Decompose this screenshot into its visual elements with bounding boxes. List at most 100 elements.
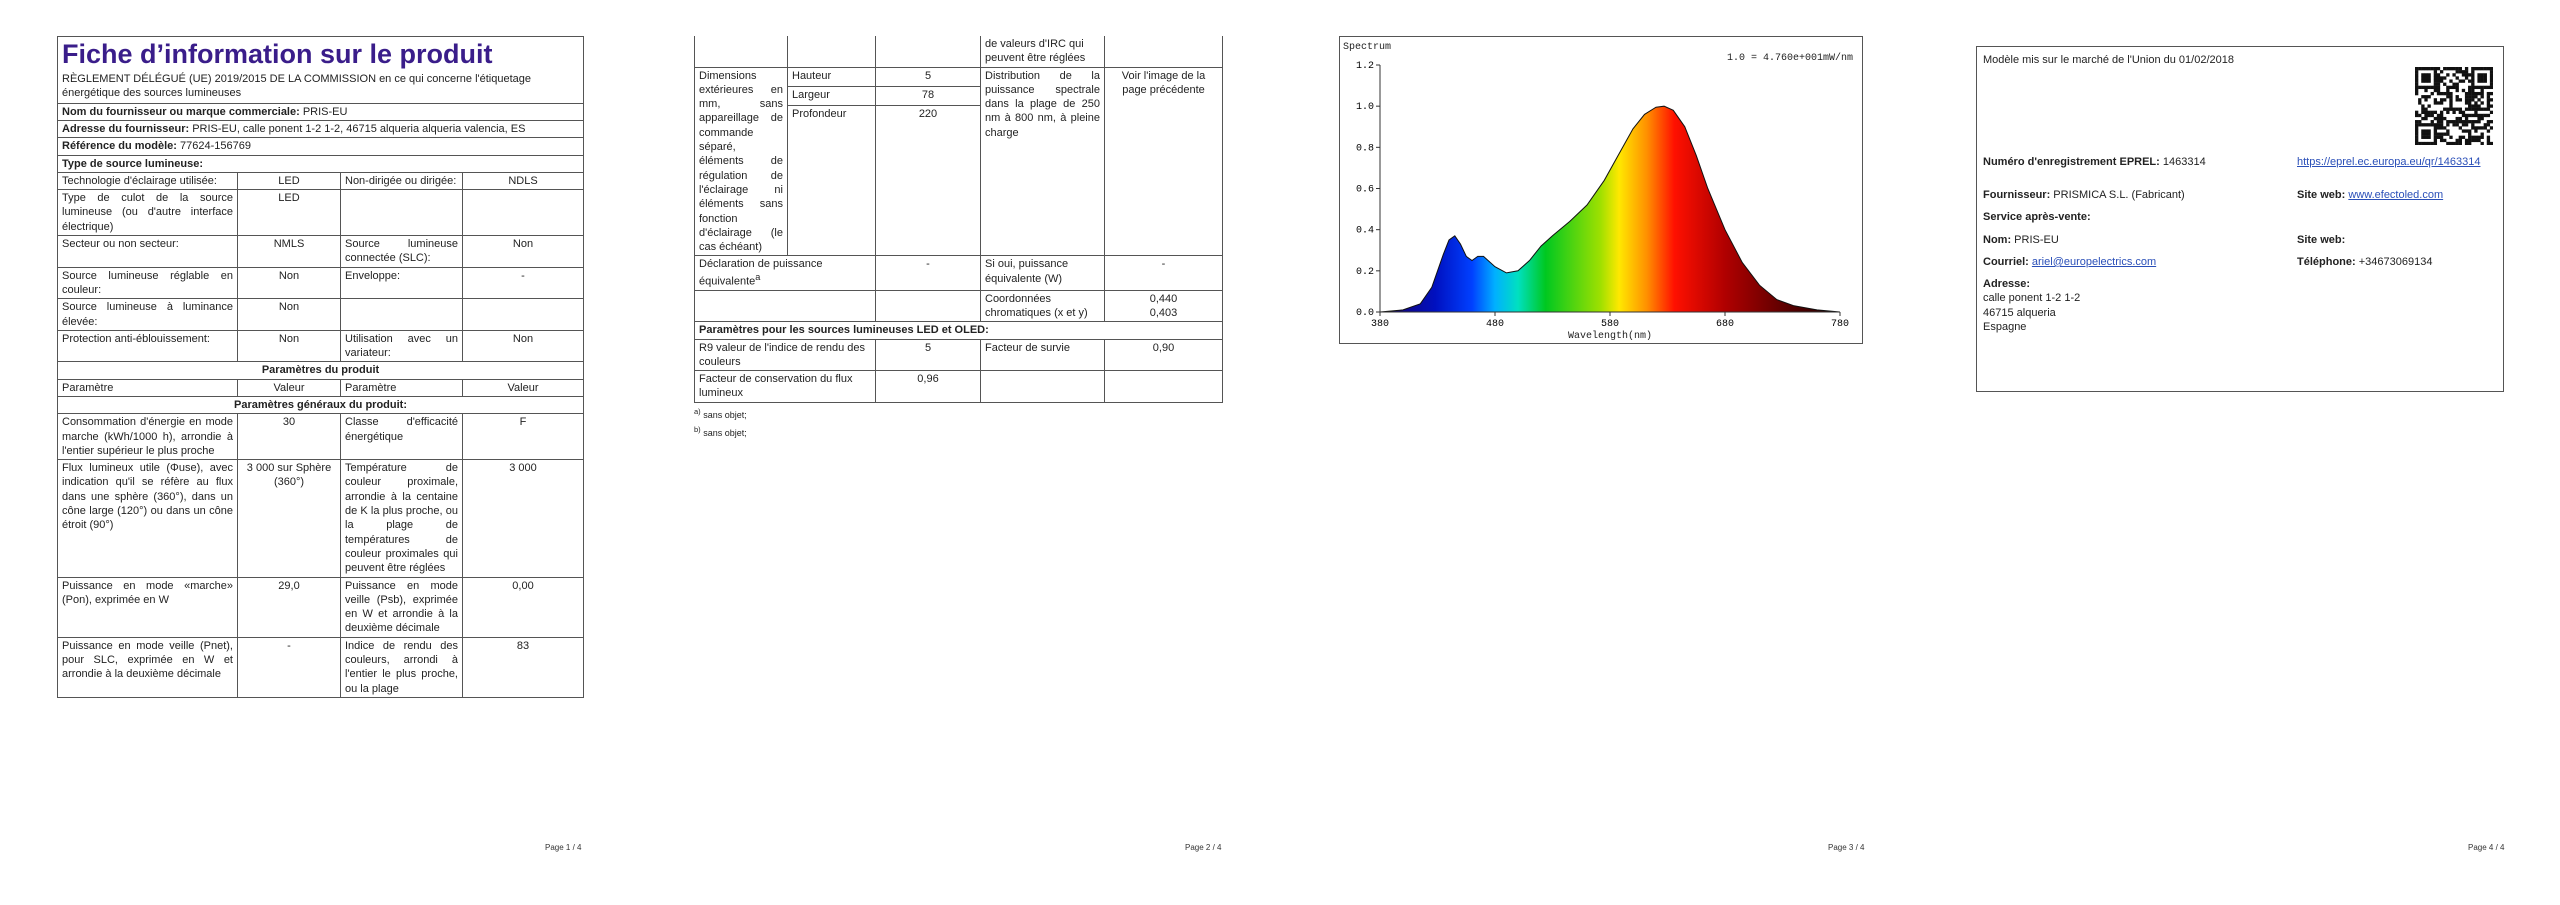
qr-module xyxy=(2468,132,2472,136)
row: Type de source lumineuse: xyxy=(56,154,585,173)
qr-module xyxy=(2458,141,2462,145)
qr-module xyxy=(2486,101,2491,105)
qr-module xyxy=(2439,120,2444,124)
qr-module xyxy=(2489,110,2493,114)
qr-module xyxy=(2430,110,2434,114)
footnote-text: sans objet; xyxy=(703,428,747,439)
product-table: Fiche d’information sur le produit RÈGLE… xyxy=(56,36,585,698)
title-row: Fiche d’information sur le produit RÈGLE… xyxy=(56,36,585,104)
qr-module xyxy=(2424,107,2428,111)
qr-module xyxy=(2455,76,2459,80)
qr-module xyxy=(2424,98,2428,102)
qr-module xyxy=(2483,113,2487,118)
page-number: Page 2 / 4 xyxy=(1185,843,1222,852)
qr-module xyxy=(2468,104,2472,108)
cell: Source lumineuse connectée (SLC): xyxy=(340,235,463,268)
cell: Puissance en mode «marche» (Pon), exprim… xyxy=(57,576,238,638)
qr-module xyxy=(2439,76,2444,80)
qr-module xyxy=(2489,126,2493,130)
cell: 30 xyxy=(237,413,341,461)
title: Fiche d’information sur le produit xyxy=(62,39,493,69)
qr-module xyxy=(2436,135,2441,139)
qr-module xyxy=(2443,116,2447,121)
qr-module xyxy=(2471,98,2475,102)
cell: 0,90 xyxy=(1104,338,1223,372)
cell xyxy=(340,189,463,237)
value: PRIS-EU xyxy=(2014,234,2059,246)
qr-module xyxy=(2471,104,2475,108)
qr-module xyxy=(2489,104,2493,108)
section-heading: Paramètres généraux du produit: xyxy=(56,395,585,415)
qr-module xyxy=(2443,76,2447,80)
qr-module xyxy=(2452,141,2456,145)
chart-title: Spectrum xyxy=(1343,42,1391,53)
value: 0,440 xyxy=(1149,292,1178,305)
qr-module xyxy=(2474,91,2478,96)
qr-module xyxy=(2439,113,2444,118)
row: Coordonnées chromatiques (x et y) 0,440 0… xyxy=(694,289,1223,323)
section-heading: Service après-vente: xyxy=(1983,211,2091,223)
email-link[interactable]: ariel@europelectrics.com xyxy=(2031,256,2157,268)
qr-module xyxy=(2468,135,2472,139)
qr-module xyxy=(2474,110,2478,114)
qr-module xyxy=(2418,101,2422,105)
qr-module xyxy=(2421,129,2425,133)
qr-module xyxy=(2439,132,2444,136)
cell: Puissance en mode veille (Pnet), pour SL… xyxy=(57,636,238,698)
qr-module xyxy=(2471,91,2475,96)
qr-module xyxy=(2415,129,2419,133)
spectrum-chart: Spectrum 1.0 = 4.760e+001mW/nm Wavelengt… xyxy=(1339,36,1863,344)
qr-module xyxy=(2458,135,2462,139)
cell: Technologie d'éclairage utilisée: xyxy=(57,171,238,191)
qr-module xyxy=(2480,79,2484,83)
qr-module xyxy=(2436,79,2441,83)
label: Référence du modèle: xyxy=(62,140,177,153)
cell: 5 xyxy=(875,66,981,88)
qr-module xyxy=(2461,120,2466,124)
qr-module xyxy=(2427,141,2431,145)
qr-module xyxy=(2446,91,2450,96)
qr-module xyxy=(2439,138,2444,143)
qr-module xyxy=(2483,85,2487,90)
cell: Non xyxy=(461,235,585,268)
qr-module xyxy=(2430,123,2434,127)
qr-module xyxy=(2430,113,2434,118)
cell: - xyxy=(461,266,585,300)
value: 77624-156769 xyxy=(179,140,251,153)
qr-module xyxy=(2424,141,2428,145)
website-link[interactable]: www.efectoled.com xyxy=(2348,189,2444,201)
footnote: a) sans objet; xyxy=(694,407,1222,422)
qr-module xyxy=(2477,138,2481,143)
cell xyxy=(461,298,585,331)
qr-module xyxy=(2421,141,2425,145)
qr-module xyxy=(2433,135,2438,139)
qr-module xyxy=(2480,113,2484,118)
value: 0,403 xyxy=(1149,307,1178,319)
qr-module xyxy=(2461,110,2466,114)
qr-module xyxy=(2452,120,2456,124)
qr-module xyxy=(2489,79,2493,83)
qr-module xyxy=(2464,95,2469,99)
qr-module xyxy=(2483,123,2487,127)
qr-module xyxy=(2436,73,2441,77)
qr-module xyxy=(2461,73,2466,77)
qr-module xyxy=(2455,116,2459,121)
qr-module xyxy=(2464,67,2469,71)
qr-module xyxy=(2433,67,2438,71)
qr-module xyxy=(2436,88,2441,93)
qr-module xyxy=(2446,67,2450,71)
row: Puissance en mode veille (Pnet), pour SL… xyxy=(57,636,585,698)
qr-module xyxy=(2455,98,2459,102)
qr-module xyxy=(2477,85,2481,90)
qr-module xyxy=(2418,67,2422,71)
eprel-link[interactable]: https://eprel.ec.europa.eu/qr/1463314 xyxy=(2297,156,2481,168)
qr-module xyxy=(2471,82,2475,86)
y-tick-label: 0.4 xyxy=(1356,226,1374,237)
qr-module xyxy=(2427,129,2431,133)
row: de valeurs d'IRC qui peuvent être réglée… xyxy=(694,36,1223,68)
qr-module xyxy=(2458,110,2462,114)
qr-module xyxy=(2483,79,2487,83)
qr-module xyxy=(2415,73,2419,77)
qr-module xyxy=(2464,138,2469,143)
scale-note: 1.0 = 4.760e+001mW/nm xyxy=(1727,52,1853,64)
